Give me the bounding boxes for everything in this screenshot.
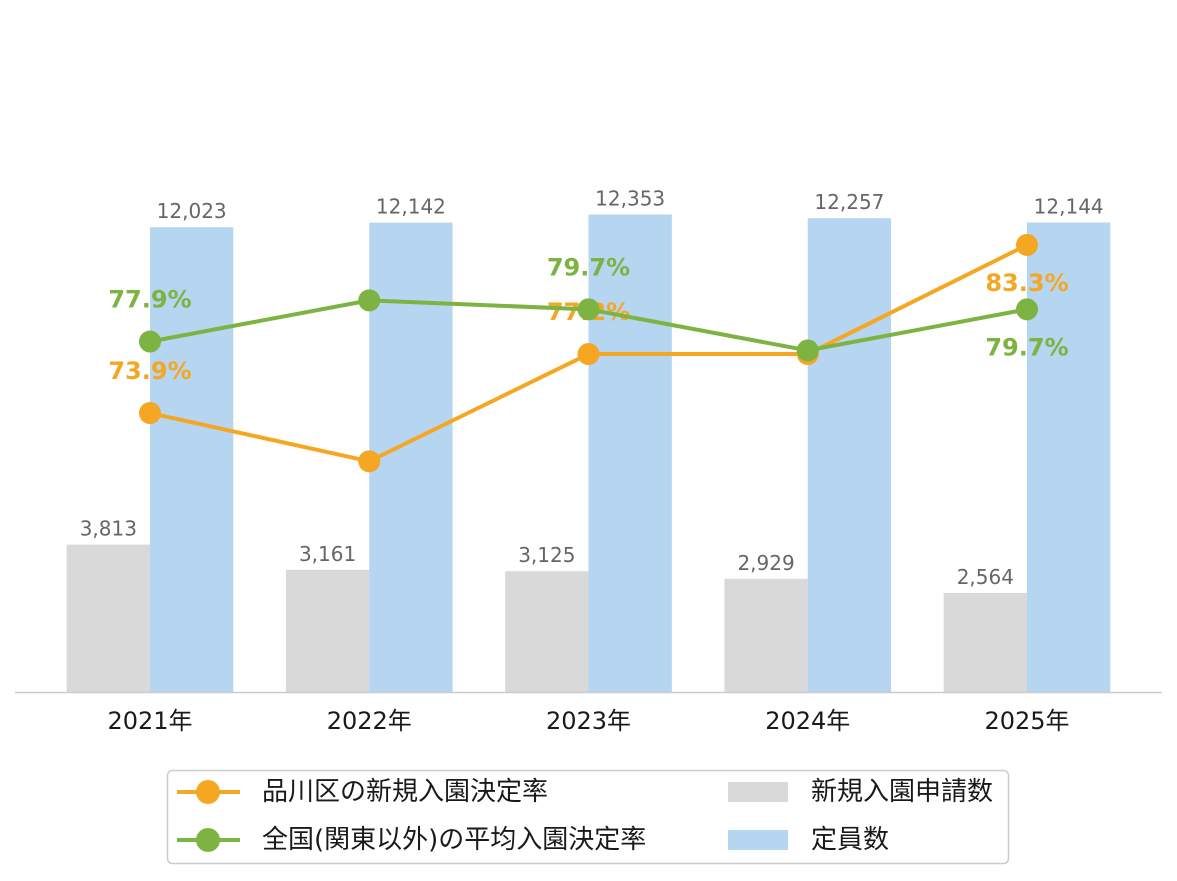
x-axis-tick-labels: 2021年 2022年 2023年 2024年 2025年 bbox=[107, 707, 1069, 735]
marker-national-rate-2022 bbox=[358, 289, 381, 312]
legend-swatch-applications bbox=[728, 782, 788, 802]
point-label-shinagawa-rate-2025: 83.3% bbox=[985, 269, 1068, 297]
bar-capacity-2025 bbox=[1027, 222, 1111, 692]
bar-applications-2025 bbox=[943, 592, 1028, 692]
bar-applications-2023 bbox=[505, 571, 589, 692]
lines-layer: 73.9%77.2%83.3%77.9% 79.7% 79.7% bbox=[108, 233, 1069, 473]
bar-label-capacity-2025: 12,144 bbox=[1034, 195, 1104, 219]
x-tick-label-2021: 2021年 bbox=[107, 707, 192, 735]
marker-shinagawa-rate-2023 bbox=[577, 343, 600, 366]
legend: 品川区の新規入園決定率 全国(関東以外)の平均入園決定率 新規入園申請数 定員数 bbox=[166, 769, 1010, 865]
bar-label-capacity-2022: 12,142 bbox=[376, 195, 446, 219]
legend-item-applications: 新規入園申請数 bbox=[728, 777, 993, 807]
marker-shinagawa-rate-2022 bbox=[358, 450, 381, 473]
legend-label-national-rate: 全国(関東以外)の平均入園決定率 bbox=[262, 825, 646, 855]
bar-capacity-2024 bbox=[807, 218, 892, 692]
bars-layer bbox=[66, 214, 1111, 692]
marker-national-rate-2024 bbox=[796, 339, 819, 362]
marker-national-rate-2025 bbox=[1016, 298, 1039, 321]
bar-label-applications-2022: 3,161 bbox=[299, 542, 356, 566]
bar-label-applications-2021: 3,813 bbox=[80, 517, 137, 541]
legend-swatch-capacity bbox=[728, 830, 788, 850]
legend-swatch-marker-shinagawa-rate bbox=[196, 780, 220, 804]
bar-label-applications-2025: 2,564 bbox=[957, 565, 1014, 589]
point-label-national-rate-2025: 79.7% bbox=[985, 333, 1068, 361]
line-series-national-rate: 77.9% 79.7% 79.7% bbox=[108, 253, 1069, 362]
bar-value-labels: 3,813 3,161 3,125 2,929 2,564 12,023 12,142 12,… bbox=[80, 186, 1104, 588]
legend-label-applications: 新規入園申請数 bbox=[811, 777, 993, 807]
bar-applications-2021 bbox=[66, 544, 150, 692]
legend-frame bbox=[166, 769, 1010, 865]
bar-applications-2024 bbox=[724, 578, 808, 692]
point-label-national-rate-2023: 79.7% bbox=[547, 253, 630, 281]
x-tick-label-2024: 2024年 bbox=[765, 707, 850, 735]
point-label-shinagawa-rate-2021: 73.9% bbox=[108, 357, 191, 385]
line-series-shinagawa-rate: 73.9%77.2%83.3% bbox=[108, 233, 1069, 473]
bar-label-capacity-2023: 12,353 bbox=[595, 186, 665, 210]
x-tick-label-2023: 2023年 bbox=[546, 707, 631, 735]
bar-capacity-2023 bbox=[588, 214, 672, 692]
marker-national-rate-2023 bbox=[577, 298, 600, 321]
marker-shinagawa-rate-2021 bbox=[138, 402, 161, 425]
bar-label-applications-2023: 3,125 bbox=[518, 543, 575, 567]
legend-item-national-rate: 全国(関東以外)の平均入園決定率 bbox=[177, 825, 646, 855]
legend-item-capacity: 定員数 bbox=[728, 825, 889, 855]
marker-shinagawa-rate-2025 bbox=[1016, 233, 1039, 256]
legend-swatch-marker-national-rate bbox=[196, 828, 220, 852]
bar-applications-2022 bbox=[285, 569, 370, 692]
marker-national-rate-2021 bbox=[138, 330, 161, 353]
bar-capacity-2021 bbox=[149, 227, 234, 692]
legend-label-capacity: 定員数 bbox=[811, 825, 889, 855]
legend-item-shinagawa-rate: 品川区の新規入園決定率 bbox=[177, 777, 548, 807]
bar-label-capacity-2024: 12,257 bbox=[814, 190, 884, 214]
bar-label-capacity-2021: 12,023 bbox=[157, 199, 227, 223]
bar-label-applications-2024: 2,929 bbox=[737, 551, 794, 575]
legend-label-shinagawa-rate: 品川区の新規入園決定率 bbox=[262, 777, 548, 807]
point-label-national-rate-2021: 77.9% bbox=[108, 286, 191, 314]
x-tick-label-2025: 2025年 bbox=[984, 707, 1069, 735]
x-tick-label-2022: 2022年 bbox=[327, 707, 412, 735]
